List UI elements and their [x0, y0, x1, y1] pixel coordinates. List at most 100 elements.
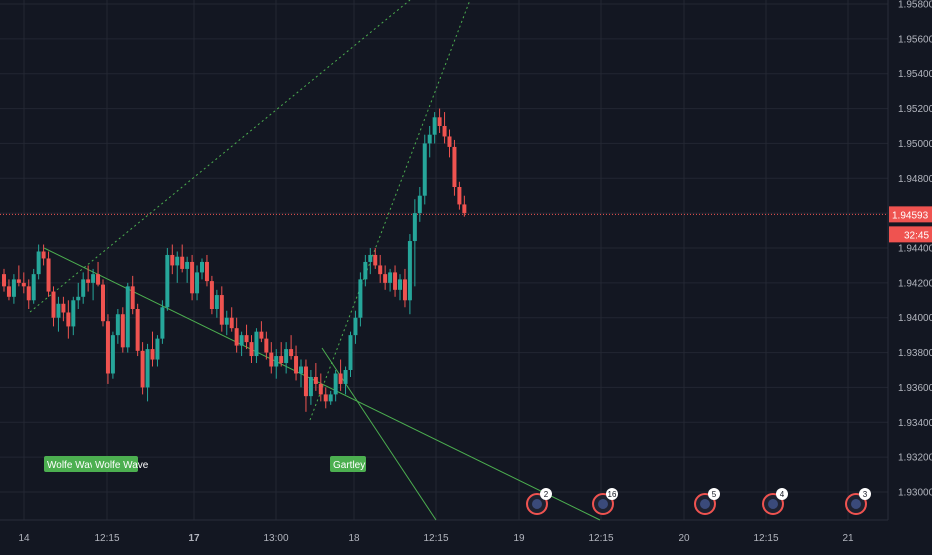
candle-body	[234, 328, 239, 346]
candle-body	[224, 317, 229, 325]
candle-body	[299, 366, 303, 374]
candle-body	[51, 291, 56, 318]
economic-event-flag[interactable]: 2	[526, 488, 552, 515]
time-axis[interactable]: 14 12:15 17 13:00 18 12:15 19 12:15 20 12:15 21	[18, 533, 854, 544]
candle-body	[155, 338, 160, 360]
time-tick-label: 17	[188, 533, 200, 544]
pattern-label-bg	[330, 456, 366, 472]
economic-event-flag[interactable]: 5	[694, 488, 720, 515]
candle-body	[378, 265, 383, 275]
candle-body	[185, 261, 190, 269]
candles-layer	[2, 108, 467, 412]
candle-body	[200, 261, 204, 273]
candle-body	[130, 286, 135, 309]
candle-body	[36, 251, 41, 275]
candle-body	[180, 256, 185, 269]
candle-body	[135, 309, 140, 351]
price-tick-label: 1.94800	[898, 174, 932, 185]
price-tick-label: 1.93200	[898, 453, 932, 464]
candle-body	[145, 349, 150, 388]
event-count-label: 4	[780, 490, 785, 499]
candle-body	[333, 373, 338, 395]
candle-body	[294, 356, 299, 374]
candle-body	[308, 376, 313, 397]
candle-body	[209, 281, 214, 309]
candle-body	[21, 282, 26, 287]
price-tick-label: 1.93800	[898, 348, 932, 359]
candle-body	[195, 272, 200, 294]
candle-body	[274, 356, 279, 367]
candle-body	[115, 314, 120, 336]
candle-body	[81, 279, 86, 297]
candle-body	[303, 366, 308, 397]
price-tick-label: 1.95000	[898, 139, 932, 150]
candle-body	[96, 274, 101, 285]
flag-inner	[532, 499, 542, 509]
pattern-label-wolfe-wave[interactable]: Wolfe Wave	[44, 456, 101, 472]
candle-body	[318, 383, 323, 395]
price-tick-label: 1.93400	[898, 418, 932, 429]
candle-body	[412, 213, 417, 242]
countdown-badge	[889, 226, 932, 243]
candle-body	[452, 146, 457, 187]
candle-body	[41, 251, 46, 259]
price-tick-label: 1.93000	[898, 488, 932, 499]
candle-body	[26, 286, 31, 301]
pattern-label-wolfe-wave[interactable]: Wolfe Wave	[92, 456, 149, 472]
flag-inner	[700, 499, 710, 509]
last-price-badge	[889, 206, 932, 223]
time-tick-label: 12:15	[94, 533, 119, 544]
candle-body	[219, 295, 224, 325]
time-tick-label: 14	[18, 533, 30, 544]
candle-body	[437, 117, 442, 126]
time-tick-label: 12:15	[588, 533, 613, 544]
price-tick-label: 1.94400	[898, 244, 932, 255]
candle-body	[264, 338, 269, 353]
pattern-label-gartley[interactable]: Gartley	[330, 456, 366, 472]
candle-body	[422, 143, 427, 196]
candle-body	[71, 300, 76, 327]
flag-inner	[768, 499, 778, 509]
candle-body	[343, 370, 348, 384]
candle-body	[125, 286, 130, 348]
candle-body	[457, 187, 462, 205]
candle-body	[363, 261, 368, 280]
candle-body	[66, 312, 71, 327]
candle-body	[76, 296, 81, 301]
candle-body	[313, 376, 318, 384]
candle-body	[46, 258, 51, 292]
candle-body	[462, 204, 467, 214]
candle-body	[204, 261, 209, 282]
event-count-badge	[859, 488, 871, 500]
candle-body	[150, 349, 155, 360]
price-axis[interactable]: 1.95800 1.95600 1.95400 1.95200 1.95000 1.948…	[889, 0, 932, 499]
time-tick-label: 18	[348, 533, 360, 544]
candle-body	[120, 314, 125, 348]
price-tick-label: 1.95600	[898, 34, 932, 45]
price-tick-label: 1.95800	[898, 0, 932, 11]
candle-body	[244, 335, 249, 343]
price-tick-label: 1.95200	[898, 104, 932, 115]
event-count-badge	[540, 488, 552, 500]
economic-event-flag[interactable]: 16	[592, 488, 618, 515]
price-tick-label: 1.94200	[898, 278, 932, 289]
economic-event-flag[interactable]: 4	[762, 488, 788, 515]
time-tick-label: 19	[513, 533, 525, 544]
candle-body	[279, 356, 284, 364]
pattern-label-bg	[44, 456, 96, 472]
pattern-label-text: Wolfe Wave	[47, 460, 101, 471]
candle-body	[373, 254, 378, 266]
candle-body	[348, 335, 353, 370]
candle-body	[31, 274, 36, 301]
last-price-label: 1.94593	[892, 210, 929, 221]
time-tick-label: 20	[678, 533, 690, 544]
candle-body	[447, 136, 452, 147]
time-tick-label: 12:15	[423, 533, 448, 544]
candle-body	[56, 303, 61, 318]
countdown-label: 32:45	[904, 230, 929, 241]
event-count-badge	[606, 488, 618, 500]
economic-event-flag[interactable]: 3	[845, 488, 871, 515]
